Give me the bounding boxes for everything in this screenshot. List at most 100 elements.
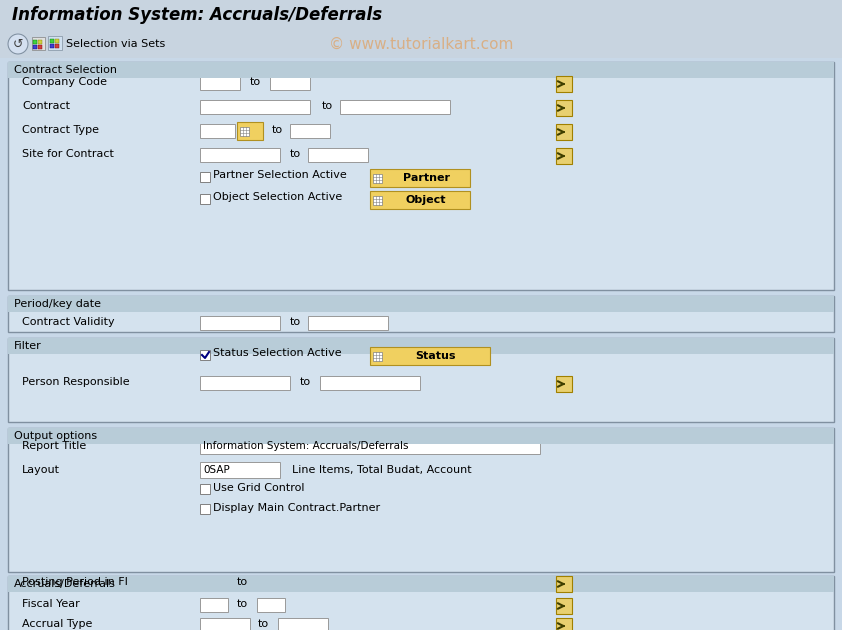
FancyBboxPatch shape (8, 576, 834, 592)
FancyBboxPatch shape (373, 174, 382, 183)
Text: to: to (300, 377, 312, 387)
Text: to: to (237, 599, 248, 609)
FancyBboxPatch shape (200, 350, 210, 360)
FancyBboxPatch shape (556, 100, 572, 116)
Text: Line Items, Total Budat, Account: Line Items, Total Budat, Account (292, 465, 472, 475)
Text: to: to (272, 125, 283, 135)
FancyBboxPatch shape (8, 296, 834, 332)
FancyBboxPatch shape (8, 428, 834, 572)
FancyBboxPatch shape (308, 148, 368, 162)
FancyBboxPatch shape (38, 45, 42, 49)
FancyBboxPatch shape (373, 352, 382, 361)
FancyBboxPatch shape (270, 76, 310, 90)
Text: Output options: Output options (14, 431, 97, 441)
Text: to: to (290, 149, 301, 159)
Text: Posting Period in FI: Posting Period in FI (22, 577, 128, 587)
FancyBboxPatch shape (200, 194, 210, 204)
Text: to: to (258, 619, 269, 629)
Text: Status: Status (416, 351, 456, 361)
FancyBboxPatch shape (200, 504, 210, 514)
FancyBboxPatch shape (33, 40, 37, 44)
FancyBboxPatch shape (200, 316, 280, 330)
FancyBboxPatch shape (290, 124, 330, 138)
Text: ↺: ↺ (13, 38, 24, 50)
FancyBboxPatch shape (370, 169, 470, 187)
FancyBboxPatch shape (200, 76, 240, 90)
Text: Partner: Partner (402, 173, 450, 183)
Text: to: to (322, 101, 333, 111)
FancyBboxPatch shape (200, 598, 228, 612)
Text: Object Selection Active: Object Selection Active (213, 192, 342, 202)
Text: Fiscal Year: Fiscal Year (22, 599, 80, 609)
Text: © www.tutorialkart.com: © www.tutorialkart.com (329, 37, 513, 52)
Text: to: to (250, 77, 261, 87)
FancyBboxPatch shape (200, 484, 210, 494)
FancyBboxPatch shape (237, 122, 263, 140)
FancyBboxPatch shape (257, 598, 285, 612)
Text: Period/key date: Period/key date (14, 299, 101, 309)
FancyBboxPatch shape (8, 62, 834, 290)
FancyBboxPatch shape (8, 62, 834, 78)
FancyBboxPatch shape (38, 40, 42, 44)
Text: Use Grid Control: Use Grid Control (213, 483, 305, 493)
Text: Company Code: Company Code (22, 77, 107, 87)
FancyBboxPatch shape (200, 618, 250, 630)
Text: Information System: Accruals/Deferrals: Information System: Accruals/Deferrals (12, 6, 382, 24)
FancyBboxPatch shape (556, 598, 572, 614)
FancyBboxPatch shape (32, 37, 45, 50)
FancyBboxPatch shape (33, 45, 37, 49)
Text: Filter: Filter (14, 341, 42, 351)
FancyBboxPatch shape (8, 338, 834, 422)
FancyBboxPatch shape (556, 376, 572, 392)
FancyBboxPatch shape (48, 36, 62, 50)
Circle shape (8, 34, 28, 54)
Text: Person Responsible: Person Responsible (22, 377, 130, 387)
FancyBboxPatch shape (257, 576, 285, 590)
FancyBboxPatch shape (556, 148, 572, 164)
FancyBboxPatch shape (556, 124, 572, 140)
FancyBboxPatch shape (200, 124, 235, 138)
FancyBboxPatch shape (556, 618, 572, 630)
FancyBboxPatch shape (0, 0, 842, 30)
FancyBboxPatch shape (55, 44, 59, 48)
Text: Site for Contract: Site for Contract (22, 149, 114, 159)
Text: Status Selection Active: Status Selection Active (213, 348, 342, 358)
FancyBboxPatch shape (200, 100, 310, 114)
FancyBboxPatch shape (200, 438, 540, 454)
Text: Partner Selection Active: Partner Selection Active (213, 170, 347, 180)
Text: Contract: Contract (22, 101, 70, 111)
FancyBboxPatch shape (55, 39, 59, 43)
FancyBboxPatch shape (0, 30, 842, 58)
Text: to: to (290, 317, 301, 327)
Text: to: to (237, 577, 248, 587)
Text: Layout: Layout (22, 465, 60, 475)
Text: Display Main Contract.Partner: Display Main Contract.Partner (213, 503, 380, 513)
FancyBboxPatch shape (240, 127, 249, 136)
Text: Accruals/Deferrals: Accruals/Deferrals (14, 579, 116, 589)
FancyBboxPatch shape (373, 196, 382, 205)
FancyBboxPatch shape (556, 76, 572, 92)
Text: Selection via Sets: Selection via Sets (66, 39, 165, 49)
FancyBboxPatch shape (320, 376, 420, 390)
FancyBboxPatch shape (200, 462, 280, 478)
FancyBboxPatch shape (8, 428, 834, 444)
FancyBboxPatch shape (50, 39, 54, 43)
FancyBboxPatch shape (340, 100, 450, 114)
Text: Accrual Type: Accrual Type (22, 619, 93, 629)
FancyBboxPatch shape (50, 44, 54, 48)
Text: Report Title: Report Title (22, 441, 86, 451)
FancyBboxPatch shape (8, 296, 834, 312)
FancyBboxPatch shape (200, 576, 228, 590)
FancyBboxPatch shape (8, 338, 834, 354)
FancyBboxPatch shape (200, 172, 210, 182)
Text: Information System: Accruals/Deferrals: Information System: Accruals/Deferrals (203, 441, 408, 451)
Text: Contract Validity: Contract Validity (22, 317, 115, 327)
FancyBboxPatch shape (200, 376, 290, 390)
FancyBboxPatch shape (556, 576, 572, 592)
FancyBboxPatch shape (200, 148, 280, 162)
FancyBboxPatch shape (8, 576, 834, 630)
FancyBboxPatch shape (370, 347, 490, 365)
Text: Contract Type: Contract Type (22, 125, 99, 135)
FancyBboxPatch shape (308, 316, 388, 330)
FancyBboxPatch shape (370, 191, 470, 209)
